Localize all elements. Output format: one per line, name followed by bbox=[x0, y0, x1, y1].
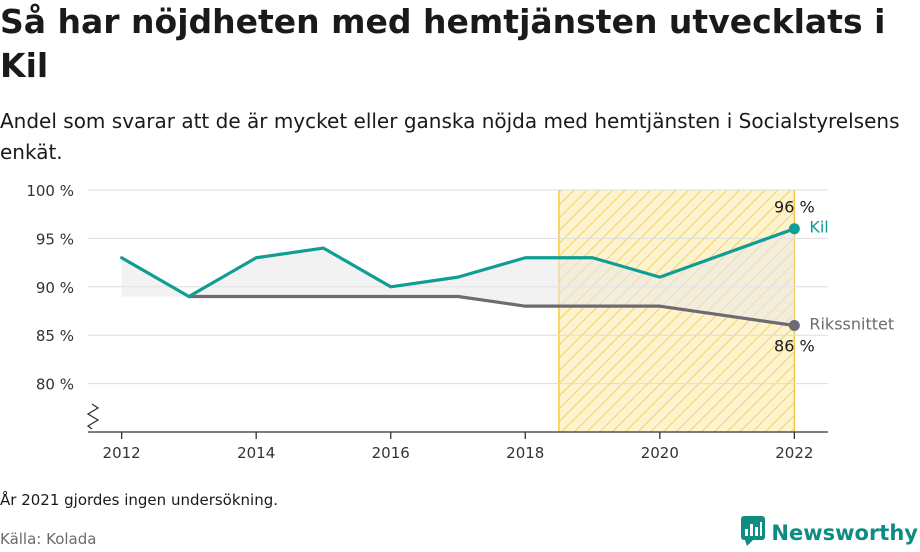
x-tick-label: 2012 bbox=[103, 444, 141, 462]
y-tick-label: 80 % bbox=[36, 376, 74, 394]
line-chart: 80 % 85 % 90 % 95 % 100 % 2012 2014 2016 2018 20… bbox=[26, 182, 894, 462]
chart-footnote: År 2021 gjordes ingen undersökning. bbox=[0, 491, 279, 509]
series-end-point bbox=[788, 320, 800, 332]
y-tick-label: 95 % bbox=[36, 230, 74, 248]
kil-value-label: 96 % bbox=[774, 198, 815, 217]
chart-source: Källa: Kolada bbox=[0, 530, 97, 548]
x-tick-label: 2020 bbox=[641, 444, 679, 462]
y-tick-label: 85 % bbox=[36, 327, 74, 345]
y-tick-label: 90 % bbox=[36, 279, 74, 297]
series-line-kil bbox=[120, 227, 796, 299]
x-tick-label: 2022 bbox=[775, 444, 813, 462]
series-line-rikssnittet bbox=[187, 294, 796, 328]
page-subtitle: Andel som svarar att de är mycket eller … bbox=[0, 109, 900, 164]
riks-value-label: 86 % bbox=[774, 337, 815, 356]
axis-break-icon bbox=[86, 403, 100, 430]
series-end-point bbox=[788, 223, 800, 235]
y-tick-label: 100 % bbox=[26, 182, 74, 200]
x-tick-label: 2014 bbox=[237, 444, 275, 462]
newsworthy-brand[interactable]: Newsworthy bbox=[741, 516, 918, 550]
brand-name: Newsworthy bbox=[771, 521, 918, 545]
page-title: Så har nöjdheten med hemtjänsten utveckl… bbox=[0, 2, 886, 85]
riks-series-name: Rikssnittet bbox=[809, 315, 894, 334]
kil-series-name: Kil bbox=[809, 218, 828, 237]
x-tick-label: 2016 bbox=[372, 444, 410, 462]
x-tick-label: 2018 bbox=[506, 444, 544, 462]
newsworthy-logo-icon bbox=[741, 516, 766, 550]
